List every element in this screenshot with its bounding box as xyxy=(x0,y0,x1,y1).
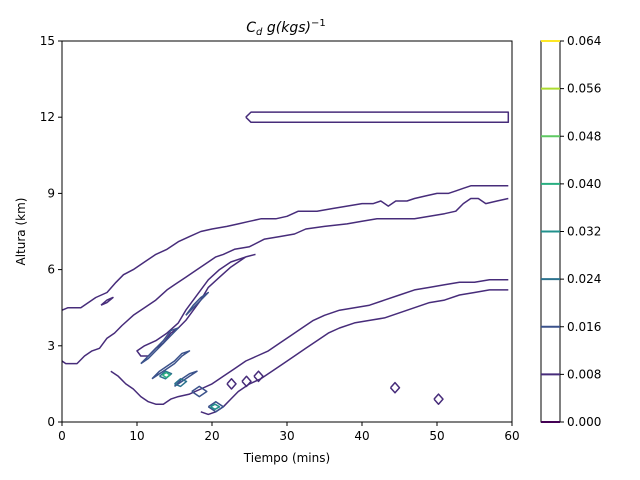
colorbar: 0.000 0.008 0.016 0.024 0.032 0.040 0.048 0.056… xyxy=(540,34,601,429)
plot-frame xyxy=(61,40,513,423)
contour-line-small-loop-22 xyxy=(226,378,237,390)
contour-line-ridge-lower xyxy=(173,370,198,388)
y-tick-label: 0 xyxy=(47,415,55,429)
contour-line-core-4 xyxy=(162,371,171,379)
x-axis-label: Tiempo (mins) xyxy=(243,451,330,465)
contour-line-small-loop-24 xyxy=(241,375,252,388)
contour-line-blob-20 xyxy=(207,400,225,413)
y-axis: 0 3 6 9 12 15 xyxy=(40,34,62,429)
contour-line-inner-loop xyxy=(136,253,256,357)
y-tick-label: 12 xyxy=(40,110,55,124)
contour-line-small-loop-25 xyxy=(253,370,264,383)
y-tick-label: 15 xyxy=(40,34,55,48)
colorbar-tick-label: 0.016 xyxy=(567,320,601,334)
x-tick-label: 10 xyxy=(129,429,144,443)
contour-line-blob-18 xyxy=(191,385,208,398)
colorbar-tick-label: 0.056 xyxy=(567,82,601,96)
y-axis-label: Altura (km) xyxy=(14,198,28,266)
colorbar-tick-label: 0.024 xyxy=(567,272,601,286)
x-tick-label: 20 xyxy=(204,429,219,443)
contour-line-core-3 xyxy=(210,403,221,411)
contour-line-core-2 xyxy=(174,378,188,388)
contour-line-small-loop-44 xyxy=(389,381,401,394)
contour-line-ridge-upper xyxy=(140,327,180,365)
colorbar-tick-label: 0.000 xyxy=(567,415,601,429)
y-tick-label: 3 xyxy=(47,339,55,353)
x-tick-label: 30 xyxy=(279,429,294,443)
x-tick-label: 60 xyxy=(504,429,519,443)
colorbar-tick-label: 0.008 xyxy=(567,367,601,381)
chart-title: Cd g(kgs)−1 xyxy=(246,18,325,38)
contour-line-small-loop-50 xyxy=(433,393,444,405)
colorbar-tick-label: 0.040 xyxy=(567,177,601,191)
contour-line-upper-band xyxy=(245,111,510,124)
contour-line-lowest-boundary xyxy=(200,289,509,416)
contour-line-main-lower-boundary xyxy=(61,197,509,365)
colorbar-tick-label: 0.064 xyxy=(567,34,601,48)
contour-line-main-upper-boundary xyxy=(61,185,509,311)
contour-line-small-left xyxy=(100,296,114,306)
x-axis: 0 10 20 30 40 50 60 xyxy=(58,422,520,443)
colorbar-tick-label: 0.032 xyxy=(567,225,601,239)
contour-line-ridge-middle xyxy=(151,350,191,380)
y-tick-label: 9 xyxy=(47,186,55,200)
plot-area xyxy=(61,111,510,416)
colorbar-tick-label: 0.048 xyxy=(567,129,601,143)
contour-line-ridge-top xyxy=(185,291,210,316)
x-tick-label: 0 xyxy=(58,429,66,443)
x-tick-label: 40 xyxy=(354,429,369,443)
x-tick-label: 50 xyxy=(429,429,444,443)
contour-line-main-bottom-boundary xyxy=(110,279,509,405)
contour-line-core-1 xyxy=(159,370,173,380)
y-tick-label: 6 xyxy=(47,263,55,277)
